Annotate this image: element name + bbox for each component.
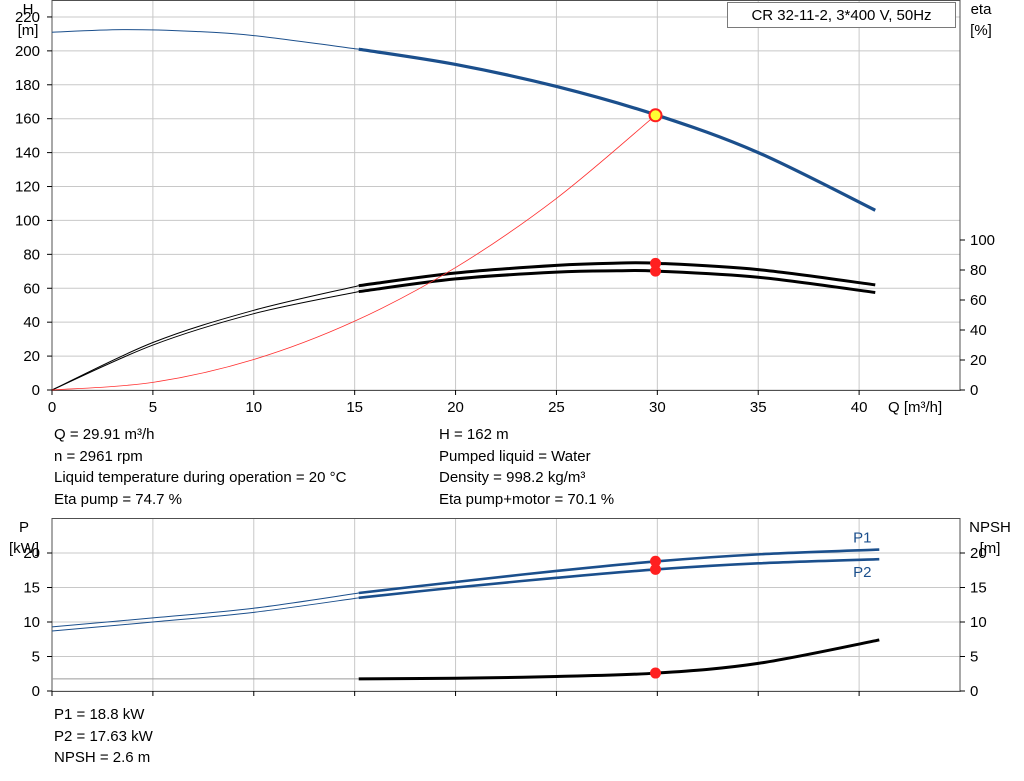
p1-curve-thin	[51, 592, 359, 628]
efficiency-marker	[650, 257, 662, 269]
top-left-axis-label-symbol: H	[23, 1, 34, 18]
eta-pump-motor-curve-thin	[51, 291, 359, 391]
p2-series-label: P2	[853, 564, 871, 581]
bottom-left-tick-label: 0	[32, 683, 40, 700]
bottom-chart-frame	[51, 518, 961, 692]
top-left-tick-label: 100	[15, 212, 40, 229]
system-curve-line	[51, 114, 656, 391]
top-right-tick-label: 60	[970, 292, 987, 309]
bottom-chart-axes: 0 5 10 15 20 0 5 10 15 20 P [kW] NPSH [m]	[9, 518, 1011, 700]
top-left-tick-label: 20	[23, 348, 40, 365]
npsh-curve-bold	[358, 638, 880, 681]
bottom-left-tick-label: 5	[32, 649, 40, 666]
head-curve-bold	[358, 47, 876, 212]
info-density: Density = 998.2 kg/m³	[439, 469, 586, 486]
bottom-right-axis-label-unit: [m]	[980, 540, 1001, 557]
power-npsh-marker	[650, 667, 662, 679]
top-left-tick-label: 160	[15, 111, 40, 128]
top-x-tick-label: 35	[750, 399, 767, 416]
bottom-chart-grid	[51, 518, 960, 692]
efficiency-marker	[650, 265, 662, 277]
info-npsh: NPSH = 2.6 m	[54, 749, 151, 766]
bottom-left-tick-label: 20	[23, 545, 40, 562]
top-chart-duty-markers	[648, 108, 663, 277]
info-top-right: H = 162 m Pumped liquid = Water Density …	[439, 424, 614, 510]
power-npsh-marker	[650, 555, 662, 567]
top-x-tick-label: 40	[851, 399, 868, 416]
info-flow: Q = 29.91 m³/h	[54, 426, 155, 443]
top-left-axis-label-unit: [m]	[18, 22, 39, 39]
info-top-left: Q = 29.91 m³/h n = 2961 rpm Liquid tempe…	[54, 424, 346, 510]
head-curve-thin	[51, 29, 359, 50]
top-right-tick-label: 80	[970, 262, 987, 279]
p2-curve-thin	[51, 597, 359, 632]
top-right-tick-label: 20	[970, 352, 987, 369]
top-x-tick-label: 0	[48, 399, 56, 416]
bottom-left-tick-label: 15	[23, 580, 40, 597]
top-left-tick-label: 0	[32, 382, 40, 399]
top-left-tick-label: 60	[23, 280, 40, 297]
bottom-left-axis-label-symbol: P	[19, 519, 29, 536]
power-npsh-marker	[650, 563, 662, 575]
top-x-tick-label: 10	[245, 399, 262, 416]
bottom-right-axis-label-symbol: NPSH	[969, 519, 1011, 536]
p2-curve-bold	[358, 557, 880, 600]
p1-series-label: P1	[853, 530, 871, 547]
top-left-tick-label: 180	[15, 77, 40, 94]
eta-pump-curve-bold	[358, 261, 876, 288]
chart-title: CR 32-11-2, 3*400 V, 50Hz	[727, 2, 956, 28]
top-x-tick-label: 25	[548, 399, 565, 416]
info-liquid-temp: Liquid temperature during operation = 20…	[54, 469, 347, 486]
info-eta-pump-motor: Eta pump+motor = 70.1 %	[439, 490, 615, 508]
bottom-right-tick-label: 15	[970, 580, 987, 597]
top-left-tick-label: 220	[15, 9, 40, 26]
top-right-axis-label-symbol: eta	[971, 1, 993, 18]
top-chart-axes: 0204060801001201401601802002200204060801…	[15, 0, 995, 416]
top-chart-grid	[51, 0, 960, 391]
info-speed: n = 2961 rpm	[54, 447, 143, 465]
eta-pump-motor-curve-bold	[358, 269, 876, 294]
info-p1: P1 = 18.8 kW	[54, 706, 145, 723]
top-left-tick-label: 80	[23, 246, 40, 263]
top-right-tick-label: 40	[970, 322, 987, 339]
bottom-chart-duty-markers	[650, 555, 662, 679]
info-p2: P2 = 17.63 kW	[54, 727, 153, 745]
info-pumped-liquid: Pumped liquid = Water	[439, 447, 591, 465]
info-head: H = 162 m	[439, 426, 509, 443]
top-left-tick-label: 120	[15, 179, 40, 196]
bottom-left-tick-label: 10	[23, 614, 40, 631]
duty-point-marker	[648, 108, 663, 123]
top-left-tick-label: 200	[15, 43, 40, 60]
bottom-right-tick-label: 20	[970, 545, 987, 562]
top-chart-frame	[51, 0, 961, 391]
bottom-left-axis-label-unit: [kW]	[9, 540, 39, 557]
top-x-tick-label: 15	[346, 399, 363, 416]
bottom-right-tick-label: 5	[970, 649, 978, 666]
top-x-tick-label: 30	[649, 399, 666, 416]
top-chart-series	[51, 29, 876, 391]
p1-curve-bold	[358, 548, 880, 595]
top-x-tick-label: 5	[149, 399, 157, 416]
bottom-right-tick-label: 0	[970, 683, 978, 700]
top-left-tick-label: 40	[23, 314, 40, 331]
top-x-axis-label: Q [m³/h]	[888, 399, 942, 416]
bottom-chart-series: P1 P2	[51, 530, 880, 681]
info-bottom: P1 = 18.8 kW P2 = 17.63 kW NPSH = 2.6 m	[54, 704, 153, 769]
top-x-tick-label: 20	[447, 399, 464, 416]
top-right-tick-label: 100	[970, 232, 995, 249]
eta-pump-curve-thin	[51, 285, 359, 391]
info-eta-pump: Eta pump = 74.7 %	[54, 490, 182, 508]
top-left-tick-label: 140	[15, 145, 40, 162]
top-right-axis-label-unit: [%]	[970, 22, 992, 39]
bottom-right-tick-label: 10	[970, 614, 987, 631]
top-right-tick-label: 0	[970, 382, 978, 399]
